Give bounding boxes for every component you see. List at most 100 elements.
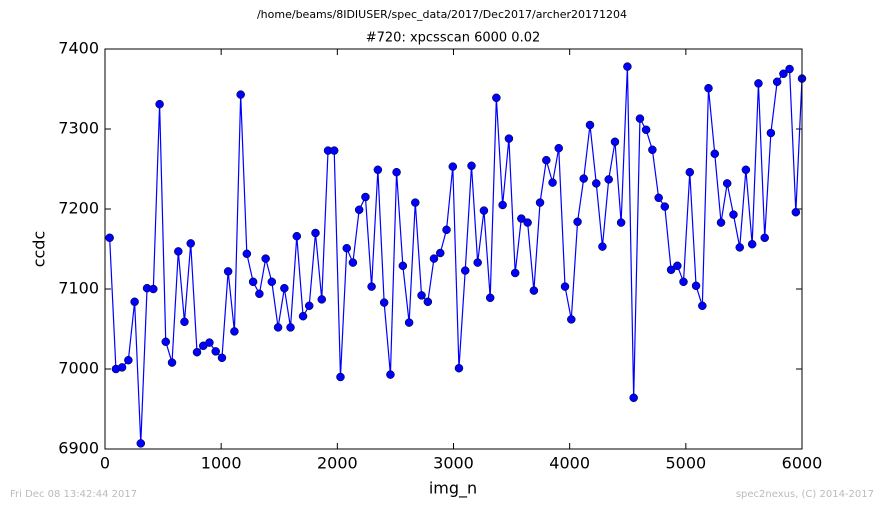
data-point: [710, 149, 720, 159]
data-point: [579, 174, 588, 183]
data-point: [336, 372, 345, 382]
footer-right: spec2nexus, (C) 2014-2017: [736, 489, 874, 500]
data-point: [604, 175, 613, 184]
data-point: [442, 225, 451, 235]
data-point: [473, 258, 482, 267]
data-point: [722, 179, 732, 188]
y-tick-label: 7200: [58, 199, 99, 218]
data-point: [529, 286, 539, 295]
data-point: [454, 363, 464, 373]
data-point: [273, 323, 283, 332]
data-point: [704, 83, 713, 93]
data-point: [654, 193, 663, 203]
data-point: [629, 393, 638, 403]
data-point: [760, 233, 769, 243]
data-point: [741, 165, 751, 175]
data-point: [205, 338, 214, 347]
data-point: [155, 99, 164, 109]
data-point: [329, 146, 339, 155]
data-point: [180, 317, 189, 327]
data-point: [448, 162, 458, 171]
data-point: [348, 258, 358, 267]
data-point: [379, 298, 389, 307]
data-point: [280, 283, 289, 293]
data-point: [560, 282, 570, 291]
data-point: [592, 179, 601, 188]
data-point: [105, 233, 114, 243]
data-point: [716, 218, 726, 227]
data-point: [130, 297, 139, 307]
data-point: [411, 198, 420, 207]
data-point: [747, 239, 757, 249]
data-point: [641, 125, 651, 135]
y-tick-label: 7400: [58, 39, 99, 58]
data-point: [417, 291, 426, 300]
data-point: [117, 363, 127, 372]
data-point: [436, 248, 445, 258]
data-point: [585, 120, 595, 130]
data-point: [167, 358, 177, 367]
y-tick-label: 7300: [58, 119, 99, 138]
data-point: [510, 268, 520, 278]
data-point: [729, 210, 738, 219]
data-point: [460, 266, 470, 275]
x-tick-label: 5000: [665, 454, 706, 473]
x-axis-label: img_n: [429, 479, 477, 499]
chart-title: #720: xpcsscan 6000 0.02: [366, 31, 541, 46]
y-tick-label: 7000: [58, 359, 99, 378]
data-point: [548, 178, 557, 187]
data-point: [217, 353, 227, 363]
data-point: [517, 214, 526, 223]
data-point: [186, 239, 195, 248]
data-point: [367, 282, 376, 291]
data-point: [666, 265, 676, 275]
data-point: [161, 337, 171, 347]
data-point: [361, 192, 370, 202]
data-point: [192, 347, 202, 357]
x-tick-label: 1000: [201, 454, 242, 473]
data-point: [479, 206, 489, 215]
y-axis-label: ccdc: [30, 231, 49, 268]
data-point: [685, 167, 695, 177]
data-point: [772, 77, 782, 87]
data-point: [392, 167, 401, 177]
plot-frame: [104, 48, 803, 450]
data-point: [404, 318, 414, 327]
data-point: [211, 347, 220, 356]
y-tick-label: 6900: [58, 439, 99, 458]
footer-left: Fri Dec 08 13:42:44 2017: [10, 489, 137, 500]
data-line: [109, 66, 803, 444]
data-point: [342, 243, 351, 253]
data-point: [504, 134, 514, 143]
x-tick-label: 6000: [782, 454, 823, 473]
data-point: [598, 242, 607, 251]
data-point: [498, 200, 507, 210]
data-point: [648, 145, 657, 155]
data-point: [223, 267, 233, 276]
data-point: [149, 284, 158, 294]
data-point: [485, 293, 495, 303]
data-point: [236, 90, 245, 99]
data-point: [635, 114, 645, 123]
data-point: [292, 231, 302, 241]
data-point: [423, 297, 433, 307]
data-point: [304, 301, 314, 311]
suptitle: /home/beams/8IDIUSER/spec_data/2017/Dec2…: [257, 8, 627, 21]
data-point: [467, 161, 476, 171]
data-point: [791, 207, 801, 217]
data-point: [673, 261, 682, 271]
data-point: [124, 355, 133, 365]
data-point: [230, 327, 239, 336]
data-point: [492, 93, 501, 103]
data-point: [754, 79, 763, 88]
x-tick-label: 3000: [433, 454, 474, 473]
data-point: [660, 202, 670, 211]
data-point: [317, 295, 327, 304]
data-point: [573, 217, 582, 227]
data-point: [354, 205, 364, 215]
data-point: [610, 137, 620, 147]
data-point: [373, 165, 383, 175]
data-point: [398, 261, 408, 271]
data-point: [623, 62, 632, 71]
